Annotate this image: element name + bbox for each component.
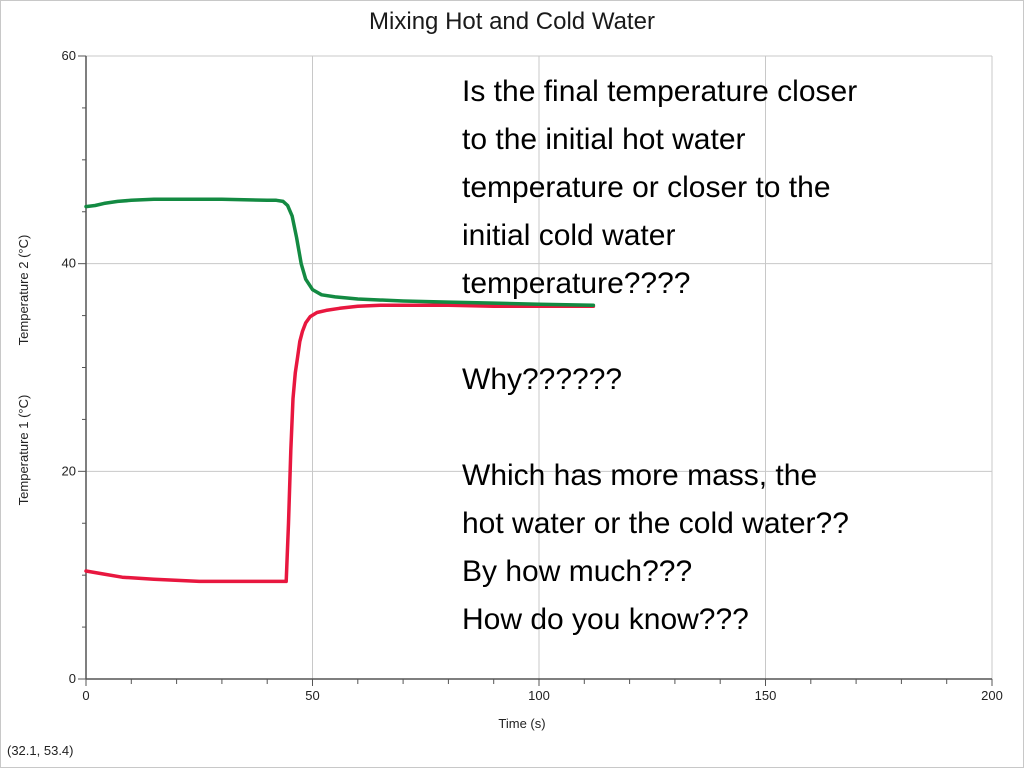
- question-line: to the initial hot water: [462, 123, 746, 156]
- question-text: Is the final temperature closer to the i…: [462, 68, 982, 644]
- paragraph-gap: [462, 404, 982, 452]
- question-line: temperature or closer to the: [462, 171, 831, 204]
- question-line: hot water or the cold water??: [462, 507, 849, 540]
- grid: [86, 55, 993, 679]
- y-tick-label: 0: [69, 671, 76, 686]
- question-line: By how much???: [462, 555, 693, 588]
- question-line: Which has more mass, the: [462, 459, 818, 492]
- series-line-temp1: [84, 303, 596, 584]
- question-line: initial cold water: [462, 219, 676, 252]
- y-axis-title-temp2: Temperature 2 (°C): [16, 235, 31, 346]
- paragraph-gap: [462, 308, 982, 356]
- x-tick-label: 200: [981, 688, 1003, 703]
- x-tick-label: 100: [528, 688, 550, 703]
- x-tick-label: 150: [755, 688, 777, 703]
- x-tick-label: 50: [305, 688, 319, 703]
- y-tick-label: 40: [62, 256, 76, 271]
- tick-labels: 0 50 100 150 200 0 20 40 60: [62, 48, 1003, 703]
- question-line: temperature????: [462, 267, 691, 300]
- x-tick-label: 0: [82, 688, 89, 703]
- coordinate-readout: (32.1, 53.4): [7, 743, 74, 758]
- question-line: Why??????: [462, 363, 623, 396]
- y-axis-titles: Temperature 2 (°C) Temperature 1 (°C): [16, 235, 31, 506]
- series-line-temp2: [84, 197, 596, 307]
- y-tick-label: 60: [62, 48, 76, 63]
- question-line: How do you know???: [462, 603, 749, 636]
- chart-title: Mixing Hot and Cold Water: [369, 8, 655, 35]
- x-axis-title: Time (s): [498, 716, 545, 731]
- y-axis-title-temp1: Temperature 1 (°C): [16, 395, 31, 506]
- series-lines: [84, 197, 596, 584]
- axes: [78, 55, 993, 686]
- question-line: Is the final temperature closer: [462, 75, 858, 108]
- y-tick-label: 20: [62, 463, 76, 478]
